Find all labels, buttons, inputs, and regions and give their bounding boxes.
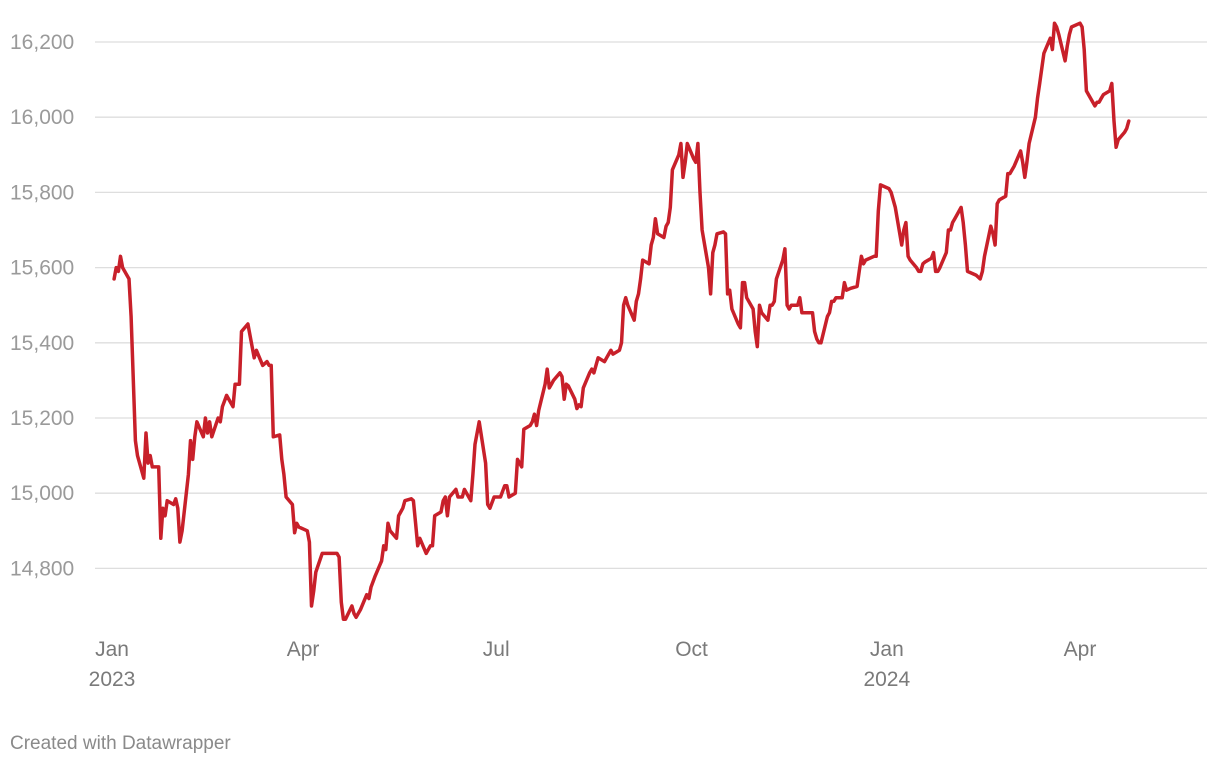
x-axis-tick-labels: Jan 2023 Apr Jul Oct Jan 2024 Apr bbox=[89, 638, 1097, 691]
gridlines bbox=[95, 41, 1207, 570]
y-tick-label: 16,200 bbox=[10, 31, 74, 54]
x-tick-year-label: 2024 bbox=[863, 668, 910, 691]
credit-text: Created with Datawrapper bbox=[10, 733, 231, 754]
x-tick-label: Jan bbox=[95, 638, 129, 661]
x-tick-label: Apr bbox=[1064, 638, 1097, 661]
y-tick-label: 15,600 bbox=[10, 257, 74, 280]
y-tick-label: 16,000 bbox=[10, 106, 74, 129]
y-tick-label: 15,800 bbox=[10, 181, 74, 204]
x-tick-label: Apr bbox=[287, 638, 320, 661]
x-tick-label: Jul bbox=[483, 638, 510, 661]
x-tick-year-label: 2023 bbox=[89, 668, 136, 691]
y-tick-label: 15,400 bbox=[10, 332, 74, 355]
x-tick-label: Oct bbox=[675, 638, 708, 661]
series-line bbox=[112, 21, 1131, 621]
y-axis-tick-labels: 14,800 15,000 15,200 15,400 15,600 15,800 16,0… bbox=[10, 31, 74, 580]
y-tick-label: 15,200 bbox=[10, 407, 74, 430]
line-chart: 14,800 15,000 15,200 15,400 15,600 15,800 16,0… bbox=[10, 21, 1207, 691]
x-tick-label: Jan bbox=[870, 638, 904, 661]
y-tick-label: 15,000 bbox=[10, 482, 74, 505]
y-tick-label: 14,800 bbox=[10, 557, 74, 580]
